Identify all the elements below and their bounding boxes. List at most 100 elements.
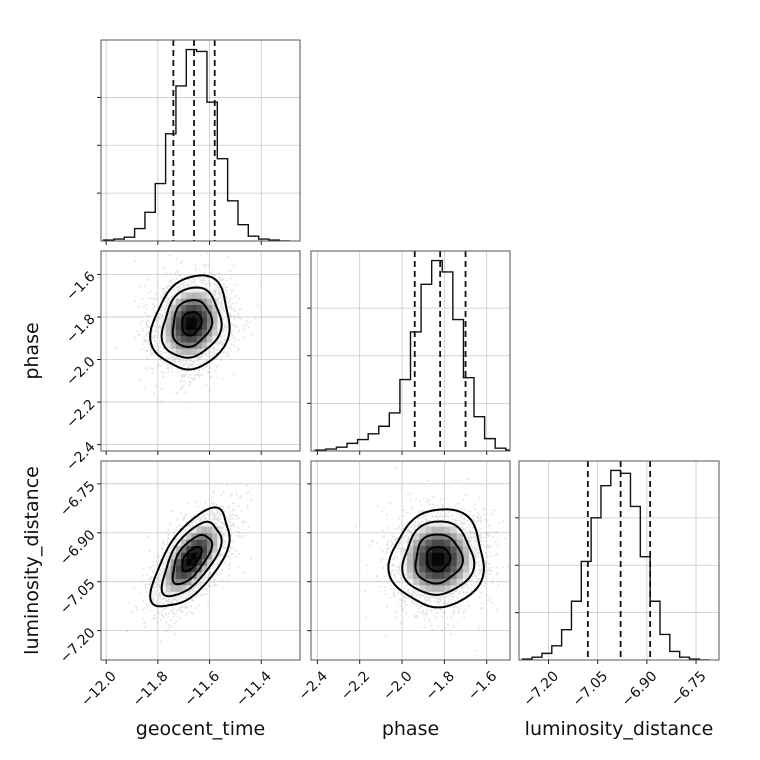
density-cell [431,532,439,540]
histogram-panel-geocent_time [97,39,301,245]
density-cell [170,304,177,312]
density-cell [201,545,208,553]
density-cell [165,565,172,573]
density-cell [186,323,192,330]
density-cell [170,558,177,566]
x-tick-label: −7.05 [570,668,612,710]
density-cell [444,578,451,586]
x-tick-label: −6.75 [668,668,710,710]
density-cell [413,578,420,586]
contour-level [387,508,485,609]
density-cell [438,526,445,534]
density-cell [191,545,198,553]
density-cell [196,571,203,579]
density-cell [431,565,439,573]
joint-panel-geocent_time-luminosity_distance [97,460,301,664]
density-cell [425,565,433,573]
contour-level [149,274,231,371]
density-cell [196,558,203,566]
density-cell [186,558,192,566]
density-cell [201,335,208,343]
density-cell [456,558,464,566]
density-cell [425,584,433,592]
density-cell [160,329,167,337]
density-cell [191,323,198,330]
density-cell [186,342,192,349]
density-cell [400,558,408,566]
density-cell [181,539,187,547]
density-cell [186,292,192,299]
density-cell [191,354,198,362]
density-cell [186,552,192,560]
density-cell [419,552,427,560]
density-cell [181,292,187,299]
panel-frame [100,460,301,661]
density-cell [196,285,203,293]
density-cell [191,558,198,566]
x-tick-label: −2.4 [296,668,331,703]
histogram-line-phase [314,259,510,451]
density-cell [191,532,198,540]
density-cell [206,335,213,343]
density-cell [191,565,198,573]
density-cell [201,539,208,547]
y-tick-label: −1.6 [63,269,98,304]
x-tick-label: −11.6 [182,668,224,710]
density-cell [201,552,208,560]
y-tick-label: −1.8 [63,311,98,346]
density-cell [406,571,414,579]
density-cell [431,584,439,592]
density-cell [469,545,476,553]
density-cell [196,329,203,337]
density-cell [462,545,470,553]
density-cell [450,532,458,540]
density-cell [206,552,213,560]
density-cell [201,298,208,306]
x-axis-label: phase [382,718,439,740]
density-cell [165,310,172,318]
y-tick-label: −7.20 [57,625,99,667]
x-tick-label: −12.0 [78,668,120,710]
density-cell [191,552,198,560]
density-cell [196,292,203,299]
density-cell [431,526,439,534]
density-cell [450,552,458,560]
density-cell [438,552,445,560]
density-cell [191,578,198,586]
density-cell [191,292,198,299]
density-cell [175,578,182,586]
density-cell [456,571,464,579]
density-cell [206,532,213,540]
density-cell [175,317,182,324]
density-cell [425,558,433,566]
density-cell [191,539,198,547]
density-cell [431,539,439,547]
x-tick-label: −1.8 [423,668,458,703]
density-cell [175,335,182,343]
panel-frame [518,460,720,661]
density-cell [196,317,203,324]
density-cell [206,545,213,553]
contour-level [171,299,214,348]
density-cell [175,292,182,299]
density-cell [201,342,208,349]
density-cell [462,558,470,566]
density-cell [425,591,433,599]
density-cell [438,532,445,540]
density-cell [217,323,223,330]
x-tick-label: −2.0 [380,668,415,703]
density-cell [181,317,187,324]
panel-frame [310,460,511,661]
density-cell [450,565,458,573]
density-cell [413,545,420,553]
density-cell [413,571,420,579]
density-cell [181,571,187,579]
density-cell [206,317,213,324]
density-cell [181,584,187,592]
contour-level [160,520,223,598]
density-cell [406,578,414,586]
y-tick-label: −6.90 [57,527,99,569]
density-cell [413,532,420,540]
density-cell [469,558,476,566]
density-cell [431,558,439,566]
